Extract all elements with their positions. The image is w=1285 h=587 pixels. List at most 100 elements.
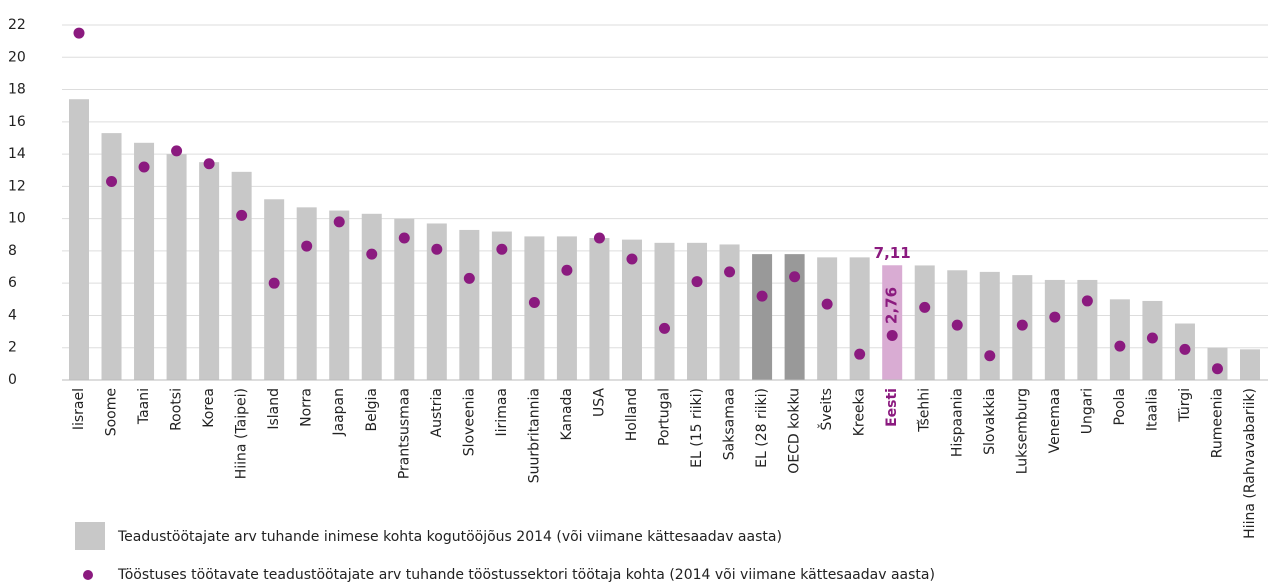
x-tick-label: Slovakkia xyxy=(982,388,998,455)
bar xyxy=(654,242,675,380)
dot xyxy=(854,348,866,360)
x-tick-label: Taani xyxy=(136,388,152,425)
dot xyxy=(301,240,313,252)
dot xyxy=(1211,363,1223,375)
bar xyxy=(784,254,805,380)
bar xyxy=(199,162,220,380)
dot xyxy=(528,297,540,309)
bar xyxy=(752,254,773,380)
x-tick-label: Iisrael xyxy=(71,388,87,430)
y-tick-label: 8 xyxy=(8,243,17,259)
y-tick-label: 0 xyxy=(8,372,17,388)
x-tick-label: Iirimaa xyxy=(494,388,510,436)
dot xyxy=(886,329,898,341)
x-tick-label: Suurbritannia xyxy=(526,388,542,483)
legend-label: Teadustöötajate arv tuhande inimese koht… xyxy=(117,529,782,545)
legend-swatch xyxy=(75,522,105,550)
bar xyxy=(621,239,642,380)
dot xyxy=(919,301,931,313)
x-tick-label: Holland xyxy=(624,388,640,441)
bar xyxy=(264,199,285,380)
dot xyxy=(268,277,280,289)
bar xyxy=(589,238,610,380)
bar xyxy=(849,257,870,380)
dot xyxy=(951,319,963,331)
y-tick-label: 22 xyxy=(8,17,26,33)
bar xyxy=(426,223,447,380)
dot xyxy=(561,264,573,276)
bar xyxy=(524,236,545,380)
x-tick-label: OECD kokku xyxy=(787,388,803,474)
dot xyxy=(626,253,638,265)
x-tick-label: USA xyxy=(591,388,607,417)
x-tick-label: Ungari xyxy=(1079,388,1095,434)
dot xyxy=(463,272,475,284)
x-tick-label: Rumeenia xyxy=(1209,388,1225,458)
x-tick-label: Prantsusmaa xyxy=(396,388,412,479)
value-label: 2,76 xyxy=(883,287,901,324)
dot xyxy=(496,243,508,255)
bar xyxy=(69,99,89,381)
x-tick-label: Hiina (Rahvavabariik) xyxy=(1242,388,1258,539)
x-tick-label: Türgi xyxy=(1177,388,1193,423)
x-tick-label: Poola xyxy=(1112,388,1128,426)
y-tick-label: 18 xyxy=(8,82,26,98)
bar xyxy=(817,257,838,380)
bar xyxy=(231,171,252,380)
x-tick-label: Belgia xyxy=(364,388,380,431)
bar xyxy=(101,133,122,380)
x-tick-label: Saksamaa xyxy=(722,388,738,460)
y-tick-label: 20 xyxy=(8,49,26,65)
x-tick-label: Tšehhi xyxy=(917,388,933,433)
dot xyxy=(73,27,85,39)
dot xyxy=(431,243,443,255)
x-tick-label: Eesti xyxy=(884,388,900,427)
bar xyxy=(361,213,382,380)
bar xyxy=(329,210,350,380)
legend-swatch xyxy=(83,570,93,580)
dot xyxy=(1179,343,1191,355)
dot xyxy=(756,290,768,302)
bar xyxy=(296,207,317,380)
dot xyxy=(171,145,183,157)
dot xyxy=(724,266,736,278)
x-tick-label: Austria xyxy=(429,388,445,437)
x-tick-label: EL (15 riiki) xyxy=(689,388,705,468)
y-tick-label: 2 xyxy=(8,340,17,356)
bar xyxy=(719,244,740,380)
dot xyxy=(1016,319,1028,331)
bar xyxy=(1077,279,1098,380)
x-tick-label: Hispaania xyxy=(949,388,965,457)
x-tick-label: EL (28 riiki) xyxy=(754,388,770,468)
y-tick-label: 10 xyxy=(8,211,26,227)
dot xyxy=(333,216,345,228)
dot xyxy=(1081,295,1093,307)
dot xyxy=(398,232,410,244)
x-tick-label: Kanada xyxy=(559,388,575,440)
dot xyxy=(236,209,248,221)
x-tick-label: Norra xyxy=(299,388,315,427)
x-tick-label: Venemaa xyxy=(1047,388,1063,453)
dot xyxy=(659,322,670,334)
dot xyxy=(1114,340,1126,352)
bar xyxy=(166,154,187,380)
dot xyxy=(203,158,215,170)
dot xyxy=(984,350,996,362)
x-tick-label: Kreeka xyxy=(852,388,868,436)
x-tick-label: Itaalia xyxy=(1144,388,1160,431)
bar xyxy=(556,236,577,380)
y-tick-label: 6 xyxy=(8,275,17,291)
dot xyxy=(1146,332,1158,344)
y-tick-label: 12 xyxy=(8,178,26,194)
bar xyxy=(491,231,512,380)
x-tick-label: Korea xyxy=(201,388,217,428)
bar xyxy=(134,142,155,380)
x-tick-label: Portugal xyxy=(657,388,673,446)
bar xyxy=(394,218,415,380)
x-tick-label: Sloveenia xyxy=(461,388,477,456)
x-tick-label: Šveits xyxy=(817,388,835,430)
value-label: 7,11 xyxy=(874,244,911,262)
x-tick-label: Island xyxy=(266,388,282,430)
dot xyxy=(106,176,118,188)
